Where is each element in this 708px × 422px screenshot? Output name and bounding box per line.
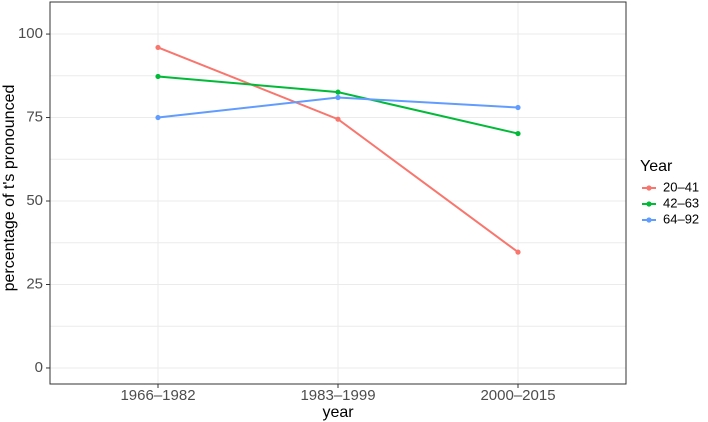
point	[515, 130, 521, 137]
x-tick-label: 1983–1999	[300, 387, 375, 404]
legend-label: 42–63	[663, 195, 699, 210]
point	[335, 116, 341, 122]
y-tick-label: 0	[35, 359, 43, 376]
legend-key-point	[646, 201, 652, 207]
y-tick-label: 75	[26, 109, 43, 126]
legend-key-point	[646, 185, 652, 191]
point	[335, 89, 341, 95]
legend-title: Year	[640, 158, 673, 175]
point	[155, 44, 161, 51]
x-tick-label: 1966–1982	[120, 387, 195, 404]
panel-border	[49, 1, 627, 385]
x-axis-title: year	[322, 404, 354, 421]
point	[155, 114, 161, 121]
point	[335, 94, 341, 101]
y-tick-label: 100	[18, 25, 43, 42]
point	[515, 249, 521, 255]
legend-label: 20–41	[663, 179, 699, 194]
legend-key-point	[646, 217, 652, 223]
legend-label: 64–92	[663, 211, 699, 226]
y-tick-label: 25	[26, 275, 43, 292]
y-axis-title: percentage of t's pronounced	[1, 85, 18, 292]
point	[155, 73, 161, 80]
y-tick-label: 50	[26, 192, 43, 209]
point	[515, 104, 521, 111]
x-tick-label: 2000–2015	[480, 387, 555, 404]
